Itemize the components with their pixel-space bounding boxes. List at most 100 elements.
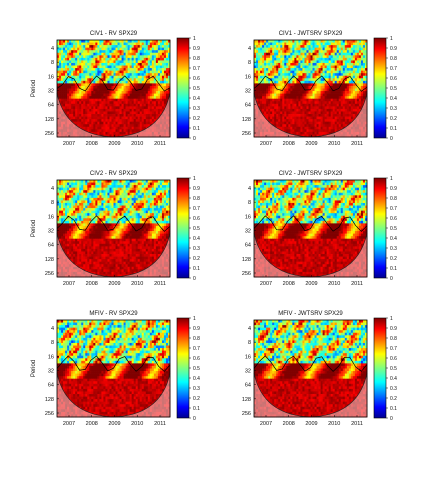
heatmap-cell	[139, 185, 143, 189]
heatmap-cell	[308, 134, 311, 138]
heatmap-cell	[65, 70, 68, 74]
heatmap-cell	[334, 70, 338, 74]
heatmap-cell	[276, 62, 279, 66]
heatmap-cell	[135, 116, 139, 120]
heatmap-cell	[328, 108, 332, 112]
heatmap-cell	[115, 205, 118, 209]
heatmap-cell	[133, 106, 137, 110]
heatmap-cell	[306, 93, 309, 97]
heatmap-cell	[65, 180, 68, 183]
heatmap-cell	[137, 91, 141, 94]
heatmap-cell	[137, 187, 141, 191]
heatmap-cell	[310, 93, 313, 97]
heatmap-cell	[328, 129, 332, 133]
heatmap-cell	[99, 65, 102, 69]
heatmap-cell	[336, 119, 340, 123]
heatmap-cell	[328, 119, 332, 123]
heatmap-cell	[340, 88, 344, 92]
heatmap-cell	[163, 114, 167, 117]
heatmap-cell	[59, 185, 62, 189]
heatmap-cell	[340, 129, 344, 133]
heatmap-cell	[350, 126, 354, 130]
heatmap-cell	[352, 70, 356, 74]
heatmap-cell	[260, 55, 263, 59]
heatmap-cell	[143, 131, 147, 135]
heatmap-cell	[113, 60, 116, 64]
heatmap-cell	[292, 47, 295, 51]
heatmap-cell	[360, 55, 364, 59]
heatmap-cell	[318, 68, 321, 71]
heatmap-cell	[254, 40, 257, 43]
heatmap-cell	[61, 73, 64, 77]
heatmap-cell	[364, 75, 368, 79]
heatmap-cell	[87, 192, 90, 196]
heatmap-cell	[99, 192, 102, 196]
heatmap-cell	[364, 119, 368, 123]
heatmap-cell	[85, 108, 88, 112]
heatmap-cell	[274, 57, 277, 61]
heatmap-cell	[93, 88, 96, 92]
heatmap-cell	[105, 80, 108, 84]
heatmap-cell	[356, 78, 360, 82]
heatmap-cell	[87, 185, 90, 189]
heatmap-cell	[113, 62, 116, 66]
heatmap-cell	[161, 80, 165, 84]
heatmap-cell	[109, 68, 112, 71]
heatmap-cell	[324, 75, 327, 79]
heatmap-cell	[332, 68, 336, 71]
heatmap-cell	[290, 111, 293, 115]
heatmap-cell	[352, 129, 356, 133]
heatmap-cell	[69, 180, 72, 183]
heatmap-cell	[127, 114, 130, 117]
heatmap-cell	[314, 108, 317, 112]
heatmap-cell	[298, 50, 301, 54]
heatmap-cell	[354, 106, 358, 110]
heatmap-cell	[123, 85, 126, 89]
heatmap-cell	[318, 75, 321, 79]
heatmap-cell	[292, 78, 295, 82]
heatmap-cell	[332, 88, 336, 92]
heatmap-cell	[87, 200, 90, 204]
heatmap-cell	[278, 60, 281, 64]
heatmap-cell	[147, 131, 151, 135]
heatmap-cell	[346, 78, 350, 82]
heatmap-cell	[97, 192, 100, 196]
heatmap-cell	[348, 70, 352, 74]
heatmap-cell	[127, 85, 130, 89]
heatmap-cell	[149, 202, 153, 206]
heatmap-cell	[93, 73, 96, 77]
heatmap-cell	[59, 62, 62, 66]
heatmap-cell	[272, 91, 275, 94]
heatmap-cell	[75, 187, 78, 191]
heatmap-cell	[141, 180, 145, 183]
heatmap-cell	[65, 197, 68, 201]
heatmap-cell	[338, 121, 342, 125]
heatmap-cell	[135, 83, 139, 87]
heatmap-cell	[356, 96, 360, 100]
heatmap-cell	[117, 93, 120, 97]
heatmap-cell	[137, 62, 141, 66]
heatmap-cell	[121, 83, 124, 87]
heatmap-cell	[256, 124, 259, 128]
heatmap-cell	[167, 129, 171, 133]
heatmap-cell	[165, 93, 169, 97]
heatmap-cell	[306, 75, 309, 79]
heatmap-cell	[167, 75, 171, 79]
heatmap-cell	[322, 134, 325, 138]
heatmap-cell	[290, 73, 293, 77]
heatmap-cell	[67, 134, 70, 138]
heatmap-cell	[310, 121, 313, 125]
heatmap-cell	[356, 42, 360, 46]
heatmap-cell	[324, 83, 327, 87]
heatmap-cell	[79, 119, 82, 123]
heatmap-cell	[63, 93, 66, 97]
heatmap-cell	[57, 73, 60, 77]
heatmap-cell	[97, 80, 100, 84]
heatmap-cell	[115, 101, 118, 105]
heatmap-cell	[87, 62, 90, 66]
heatmap-cell	[119, 197, 122, 201]
heatmap-cell	[129, 180, 133, 183]
heatmap-cell	[314, 131, 317, 135]
heatmap-cell	[318, 103, 321, 107]
heatmap-cell	[290, 98, 293, 102]
